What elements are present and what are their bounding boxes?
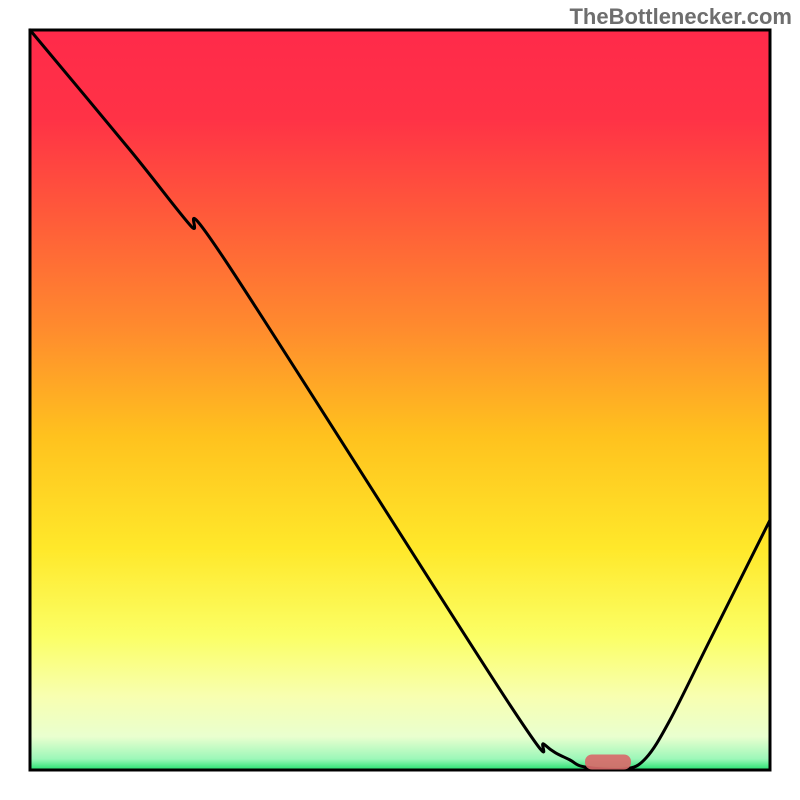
optimal-marker: [585, 755, 631, 770]
bottleneck-chart: TheBottlenecker.com: [0, 0, 800, 800]
chart-svg: [0, 0, 800, 800]
watermark-text: TheBottlenecker.com: [569, 4, 792, 30]
chart-background: [30, 30, 770, 770]
